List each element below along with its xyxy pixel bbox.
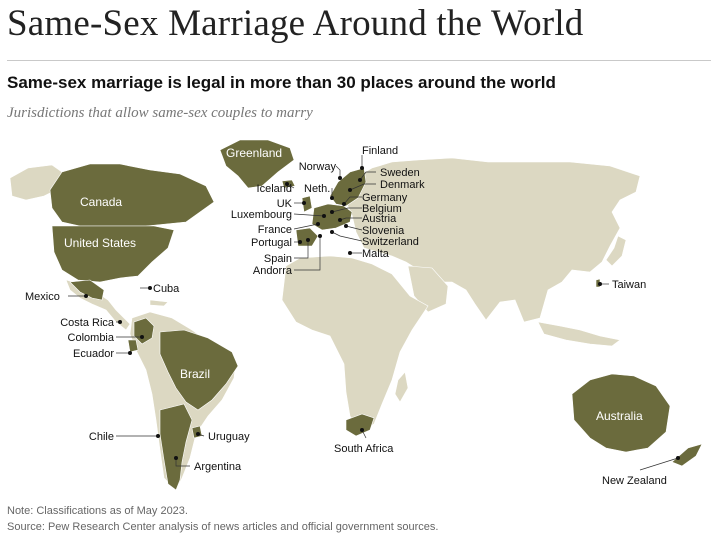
label-argentina: Argentina <box>194 461 242 473</box>
ecuador-region <box>127 339 139 353</box>
label-south-africa: South Africa <box>334 443 394 455</box>
brazil-region <box>159 329 239 411</box>
label-united-states: United States <box>64 236 136 250</box>
label-belgium: Belgium <box>362 203 402 215</box>
label-luxembourg: Luxembourg <box>231 209 292 221</box>
label-norway: Norway <box>299 161 337 173</box>
label-australia: Australia <box>596 409 643 423</box>
footnote: Note: Classifications as of May 2023. <box>7 505 188 517</box>
label-uruguay: Uruguay <box>208 431 250 443</box>
label-costa-rica: Costa Rica <box>60 317 115 329</box>
label-canada: Canada <box>80 195 122 209</box>
label-sweden: Sweden <box>380 167 420 179</box>
colombia-region <box>133 317 155 345</box>
chart-description: Jurisdictions that allow same-sex couple… <box>7 105 313 121</box>
label-brazil: Brazil <box>180 367 210 381</box>
label-spain: Spain <box>264 253 292 265</box>
mexico-region <box>69 279 105 301</box>
label-cuba: Cuba <box>153 283 180 295</box>
label-iceland: Iceland <box>257 183 292 195</box>
uk-region <box>301 195 313 213</box>
label-new-zealand: New Zealand <box>602 475 667 487</box>
scandinavia-region <box>329 167 367 207</box>
united-states-region <box>51 225 175 283</box>
label-finland: Finland <box>362 145 398 157</box>
label-mexico: Mexico <box>25 291 60 303</box>
label-france: France <box>258 224 292 236</box>
leader-lines <box>68 155 679 471</box>
callout-labels: Finland Norway Sweden Denmark Iceland Ne… <box>25 145 667 487</box>
label-slovenia: Slovenia <box>362 225 405 237</box>
uruguay-region <box>191 425 203 439</box>
label-greenland: Greenland <box>226 146 282 160</box>
label-neth: Neth. <box>304 183 330 195</box>
western-europe-region <box>311 203 353 231</box>
label-colombia: Colombia <box>68 332 115 344</box>
label-denmark: Denmark <box>380 179 425 191</box>
australia-region <box>571 373 671 453</box>
label-malta: Malta <box>362 248 390 260</box>
south-africa-region <box>345 413 375 437</box>
label-uk: UK <box>277 198 293 210</box>
land-not-legal <box>9 157 641 491</box>
label-austria: Austria <box>362 213 397 225</box>
argentina-chile-region <box>159 403 193 491</box>
japan-region <box>605 235 627 267</box>
madagascar-region <box>394 371 409 403</box>
land-legal <box>49 139 703 491</box>
chart-subtitle: Same-sex marriage is legal in more than … <box>7 73 556 92</box>
page-title: Same-Sex Marriage Around the World <box>7 3 584 44</box>
caribbean-islands <box>149 299 169 307</box>
label-ecuador: Ecuador <box>73 348 114 360</box>
label-switzerland: Switzerland <box>362 236 419 248</box>
inside-labels: Greenland Canada United States Brazil Au… <box>64 146 643 423</box>
greenland-region <box>219 139 295 189</box>
title-divider <box>7 60 711 61</box>
new-zealand-region <box>671 443 703 467</box>
label-taiwan: Taiwan <box>612 279 646 291</box>
label-portugal: Portugal <box>251 237 292 249</box>
label-chile: Chile <box>89 431 114 443</box>
canada-region <box>49 163 215 227</box>
africa-region <box>281 255 429 433</box>
indonesia-region <box>537 321 621 347</box>
source-note: Source: Pew Research Center analysis of … <box>7 521 439 533</box>
label-andorra: Andorra <box>253 265 293 277</box>
label-germany: Germany <box>362 192 408 204</box>
callout-markers <box>84 166 680 460</box>
